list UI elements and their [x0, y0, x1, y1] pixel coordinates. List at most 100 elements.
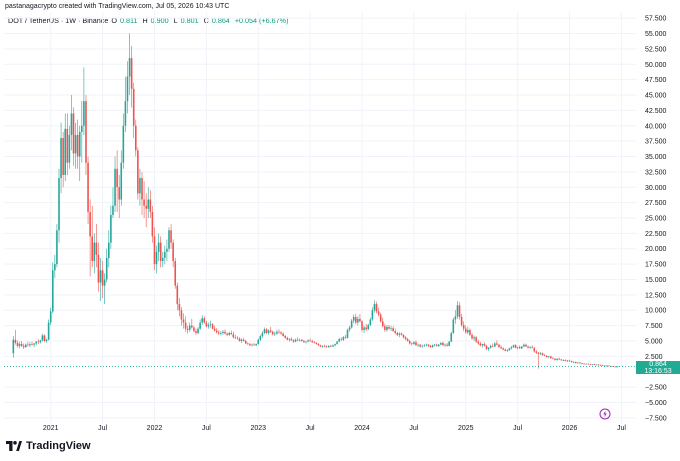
candle	[574, 361, 577, 364]
candle	[276, 329, 278, 335]
candle	[164, 245, 166, 265]
candle	[550, 355, 552, 359]
candle-body	[24, 344, 27, 348]
candle	[435, 343, 438, 347]
candle-body	[508, 348, 511, 351]
symbol-label[interactable]: DOT / TetherUS · 1W · Binance	[8, 16, 109, 25]
lightning-icon[interactable]	[599, 408, 611, 420]
candle	[521, 345, 523, 349]
candle-body	[207, 324, 210, 327]
x-tick-label: 2024	[354, 425, 370, 432]
candle	[577, 362, 579, 364]
candle	[97, 242, 100, 292]
candle	[394, 328, 397, 335]
candle-body	[311, 340, 313, 343]
candle-body	[45, 339, 48, 341]
candle-body	[41, 335, 44, 341]
candle	[305, 340, 307, 344]
candle-body	[556, 358, 558, 361]
y-tick-label: 22.500	[645, 231, 667, 238]
candle	[537, 352, 540, 369]
candle	[114, 156, 116, 212]
candle-body	[477, 341, 480, 344]
candle	[68, 125, 71, 169]
candle-body	[296, 339, 299, 341]
x-tick-label: Jul	[98, 425, 107, 432]
candle-body	[126, 76, 129, 102]
candle-body	[238, 338, 241, 341]
candle	[54, 254, 56, 279]
candle-body	[269, 330, 272, 332]
grid-lines	[4, 12, 637, 424]
candle	[70, 95, 73, 151]
candle-body	[97, 254, 100, 283]
candle-body	[257, 339, 260, 345]
candle	[78, 125, 81, 182]
candle	[168, 227, 170, 252]
candle	[35, 340, 37, 346]
candle	[126, 61, 129, 114]
candle	[514, 344, 517, 349]
candle	[263, 327, 266, 335]
candle	[458, 302, 461, 320]
candle-body	[585, 363, 587, 365]
candle-body	[595, 364, 598, 366]
candle-body	[340, 339, 343, 340]
candle	[203, 316, 206, 324]
candle	[247, 342, 249, 346]
candle-body	[359, 318, 361, 322]
candle-body	[137, 150, 139, 194]
candle-body	[64, 128, 67, 175]
candle-body	[141, 178, 143, 200]
x-tick-label: 2022	[147, 425, 163, 432]
candle-body	[29, 344, 31, 346]
candle	[31, 341, 33, 346]
candle	[242, 337, 245, 342]
candle-body	[215, 330, 218, 333]
candle-body	[408, 340, 411, 344]
candle	[207, 322, 210, 329]
candle-body	[606, 365, 608, 367]
candle	[33, 342, 35, 348]
candle-body	[147, 199, 150, 209]
candle-body	[384, 326, 386, 330]
candle	[87, 156, 89, 225]
candle	[24, 343, 27, 348]
candle-body	[479, 343, 482, 346]
candle	[139, 168, 141, 206]
candle-body	[178, 304, 181, 311]
candle-body	[485, 345, 488, 349]
candle	[442, 341, 444, 346]
y-tick-label: 27.500	[645, 200, 667, 207]
candle-body	[458, 305, 461, 318]
low-key: L	[173, 16, 178, 25]
candle-body	[425, 344, 428, 346]
candle-body	[288, 339, 291, 340]
candle	[37, 339, 40, 345]
candle	[614, 366, 617, 368]
tradingview-brand[interactable]: TradingView	[6, 440, 91, 452]
candle-body	[87, 162, 89, 212]
candle-body	[186, 328, 189, 330]
candle	[132, 82, 135, 139]
candle	[359, 313, 361, 323]
candle	[392, 326, 394, 332]
candle-body	[525, 344, 527, 347]
candle	[209, 320, 212, 328]
y-tick-label: 17.500	[645, 262, 667, 269]
candle-body	[504, 349, 507, 351]
candle	[543, 353, 546, 357]
candle	[489, 344, 492, 349]
x-tick-label: 2026	[562, 425, 578, 432]
candle	[197, 326, 199, 335]
candle-body	[249, 344, 251, 346]
candle-body	[601, 365, 604, 366]
candle	[552, 356, 554, 360]
candle	[60, 122, 62, 194]
candle	[145, 193, 147, 228]
candle	[186, 325, 189, 334]
candle	[323, 344, 326, 348]
candle-body	[101, 270, 104, 286]
candle	[581, 362, 583, 365]
